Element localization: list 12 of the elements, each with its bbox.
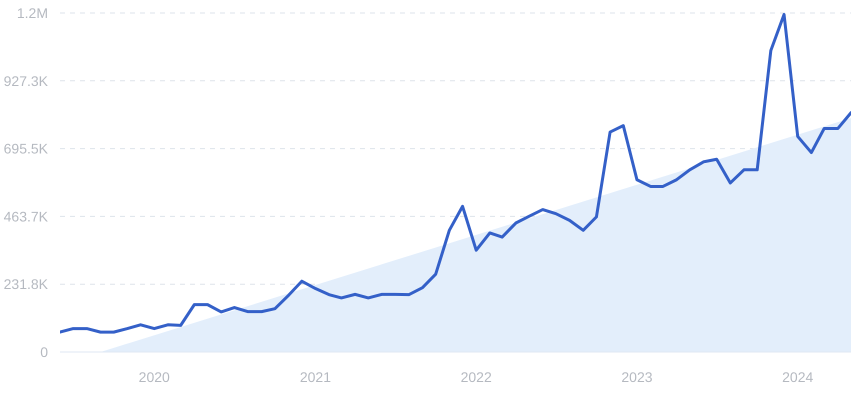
y-tick-label: 1.2M [16, 4, 48, 21]
x-tick-label: 2020 [138, 368, 170, 385]
y-tick-label: 231.8K [4, 276, 49, 292]
y-tick-label: 695.5K [4, 140, 49, 157]
line-series [60, 13, 851, 334]
x-tick-label: 2021 [300, 368, 332, 385]
x-tick-label: 2024 [782, 368, 814, 385]
y-tick-label: 927.3K [4, 72, 49, 89]
x-tick-label: 2022 [460, 368, 492, 385]
x-tick-label: 2023 [621, 368, 653, 385]
y-tick-label: 0 [40, 344, 48, 360]
y-tick-label: 463.7K [4, 208, 49, 224]
